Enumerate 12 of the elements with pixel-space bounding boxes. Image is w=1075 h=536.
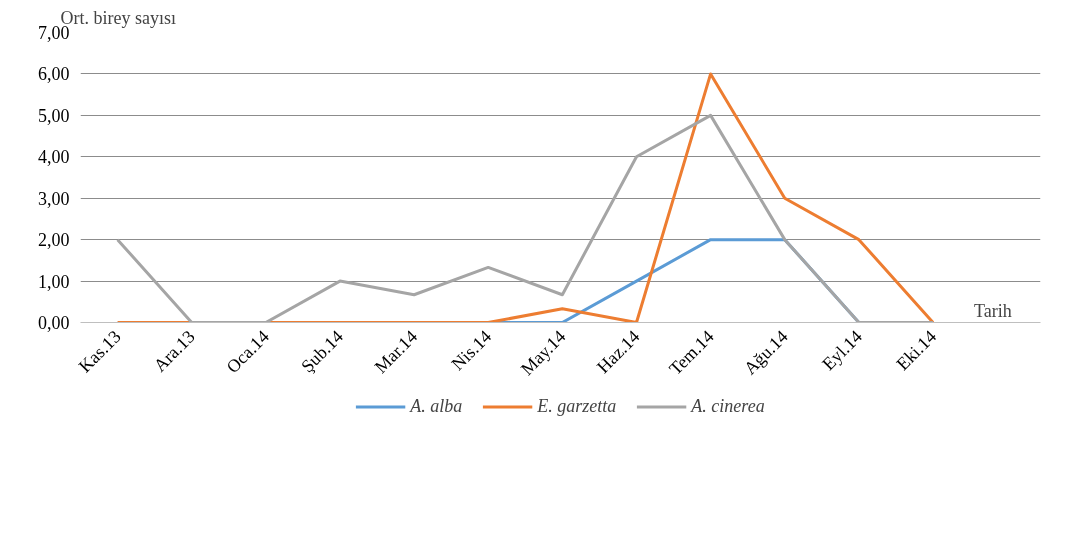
x-axis-title: Tarih bbox=[974, 300, 1012, 321]
y-tick-label: 7,00 bbox=[38, 23, 70, 43]
y-tick-label: 1,00 bbox=[38, 271, 70, 292]
y-tick-label: 6,00 bbox=[38, 64, 70, 85]
y-tick-label: 4,00 bbox=[38, 147, 70, 168]
legend-label: E. garzetta bbox=[537, 395, 617, 417]
y-tick-label: 5,00 bbox=[38, 105, 70, 126]
y-tick-label: 2,00 bbox=[38, 230, 70, 251]
y-tick-label: 3,00 bbox=[38, 188, 70, 209]
y-tick-label: 0,00 bbox=[38, 313, 70, 333]
legend-label: A. cinerea bbox=[691, 395, 765, 417]
legend-label: A. alba bbox=[410, 395, 463, 417]
